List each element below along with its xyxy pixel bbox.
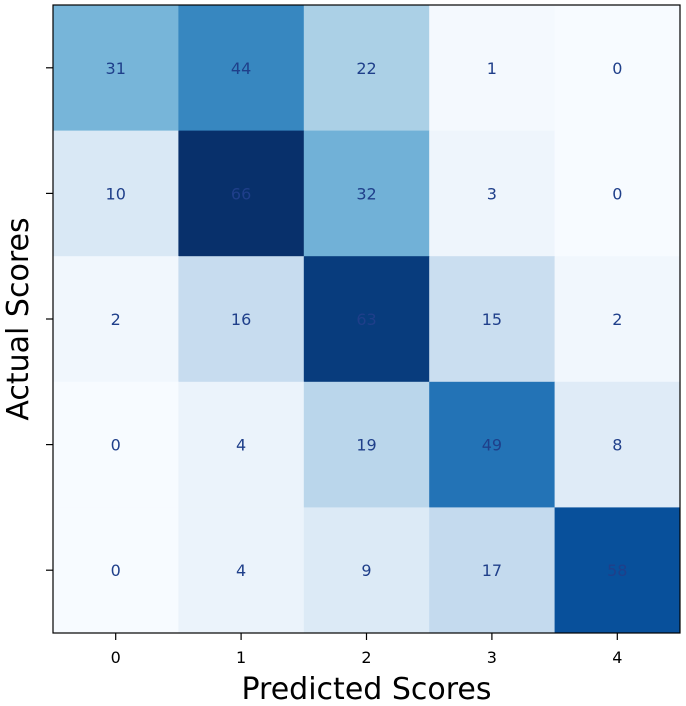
cell-value-label-r0-c0: 31: [106, 59, 126, 78]
y-axis-title: Actual Scores: [1, 217, 36, 420]
x-tick-label-1: 1: [236, 648, 246, 667]
heatmap-cell-r4-c4: [554, 507, 681, 634]
heatmap-cell-r1-c3: [429, 130, 556, 257]
cell-value-label-r0-c3: 1: [487, 59, 497, 78]
cell-value-label-r3-c0: 0: [111, 436, 121, 455]
cell-value-label-r4-c4: 58: [607, 561, 627, 580]
heatmap-cell-r2-c2: [303, 256, 430, 383]
x-axis: 0 1 2 3 4: [111, 633, 622, 667]
cell-value-label-r0-c2: 22: [356, 59, 376, 78]
cell-value-label-r1-c1: 66: [231, 184, 251, 203]
heatmap-cell-r0-c2: [303, 5, 430, 132]
heatmap-cell-r2-c1: [178, 256, 305, 383]
y-axis: [46, 67, 53, 571]
cell-value-label-r1-c4: 0: [612, 184, 622, 203]
cell-value-label-r1-c2: 32: [356, 184, 376, 203]
cell-value-label-r2-c3: 15: [482, 310, 502, 329]
heatmap-cell-r1-c0: [53, 130, 179, 257]
heatmap-cell-r0-c4: [554, 5, 681, 132]
heatmap-cell-r0-c1: [178, 5, 305, 132]
cell-value-label-r4-c3: 17: [482, 561, 502, 580]
heatmap-cell-r2-c0: [53, 256, 179, 383]
heatmap-cell-r3-c0: [53, 381, 179, 508]
cell-value-label-r2-c2: 63: [356, 310, 376, 329]
x-tick-label-4: 4: [612, 648, 622, 667]
x-axis-title: Predicted Scores: [241, 672, 491, 706]
heatmap-cell-r4-c2: [303, 507, 430, 634]
cell-value-label-r3-c2: 19: [356, 436, 376, 455]
cell-value-label-r2-c1: 16: [231, 310, 251, 329]
heatmap-cell-r3-c2: [303, 381, 430, 508]
cell-value-label-r2-c4: 2: [612, 310, 622, 329]
heatmap-cell-r4-c1: [178, 507, 305, 634]
heatmap-cell-r1-c4: [554, 130, 681, 257]
heatmap-cell-r2-c3: [429, 256, 556, 383]
heatmap-cell-r2-c4: [554, 256, 681, 383]
heatmap-cell-r0-c0: [53, 5, 179, 132]
heatmap-cell-r3-c1: [178, 381, 305, 508]
cell-value-label-r0-c1: 44: [231, 59, 251, 78]
cell-value-label-r1-c3: 3: [487, 184, 497, 203]
heatmap-cell-r0-c3: [429, 5, 556, 132]
x-tick-label-0: 0: [111, 648, 121, 667]
cell-value-label-r3-c1: 4: [236, 436, 246, 455]
x-tick-label-2: 2: [361, 648, 371, 667]
cell-value-label-r4-c2: 9: [361, 561, 371, 580]
cell-value-label-r0-c4: 0: [612, 59, 622, 78]
heatmap-cell-r3-c3: [429, 381, 556, 508]
heatmap-cell-r1-c1: [178, 130, 305, 257]
cell-value-label-r1-c0: 10: [106, 184, 126, 203]
x-tick-label-3: 3: [487, 648, 497, 667]
heatmap-cells: 31 44 22 1 010 66 32 3 02 16 63 15 20 4 19 49 80 4 9 17 58: [53, 5, 681, 634]
heatmap-cell-r4-c3: [429, 507, 556, 634]
cell-value-label-r2-c0: 2: [111, 310, 121, 329]
cell-value-label-r4-c0: 0: [111, 561, 121, 580]
cell-value-label-r3-c4: 8: [612, 436, 622, 455]
heatmap-cell-r1-c2: [303, 130, 430, 257]
cell-value-label-r3-c3: 49: [482, 436, 502, 455]
heatmap-cell-r3-c4: [554, 381, 681, 508]
cell-value-label-r4-c1: 4: [236, 561, 246, 580]
heatmap-cell-r4-c0: [53, 507, 179, 634]
